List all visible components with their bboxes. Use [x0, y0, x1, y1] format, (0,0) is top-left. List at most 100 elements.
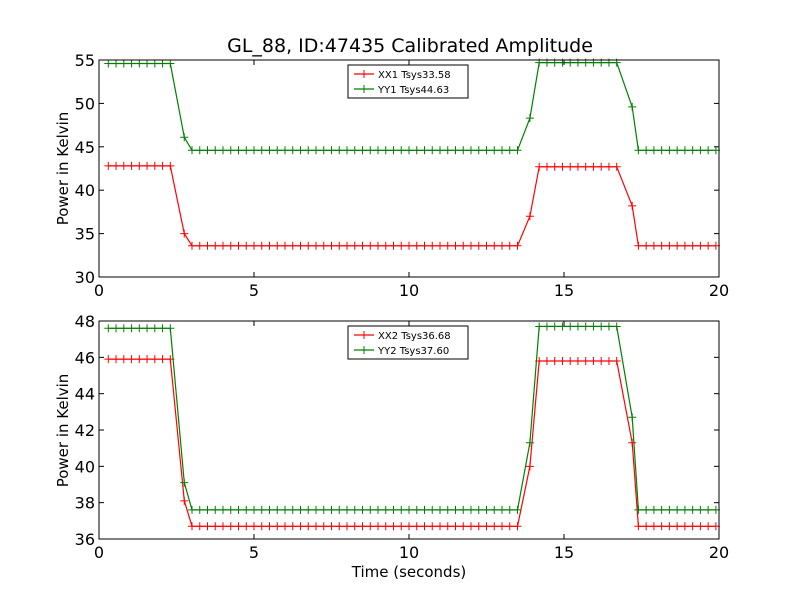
top-ytick-label: 30 — [75, 268, 95, 287]
top-series-1-point — [374, 241, 382, 250]
top-legend: XX1 Tsys33.58 YY1 Tsys44.63 — [347, 64, 469, 99]
top-series-1-point — [451, 241, 460, 250]
bottom-series-2-point — [265, 505, 274, 514]
bottom-series-2-point — [443, 505, 452, 514]
bottom-series-1-point — [158, 355, 167, 364]
top-series-1-point — [203, 241, 212, 250]
top-series-1-point — [350, 241, 359, 250]
bottom-series-2-point — [242, 505, 251, 514]
top-series-2-point — [467, 146, 475, 155]
top-series-2-point — [490, 146, 499, 155]
bottom-series-2-point — [642, 505, 651, 514]
top-series-2-point — [405, 146, 413, 155]
top-series-2-point — [350, 146, 359, 155]
top-series-2-point — [150, 59, 159, 68]
bottom-series-2-point — [550, 322, 559, 331]
top-series-line-1 — [108, 165, 716, 247]
top-series-1-point — [104, 161, 113, 170]
bottom-series-2-point — [296, 505, 305, 514]
bottom-series-1-point — [628, 438, 637, 447]
bottom-series-2-point — [428, 505, 437, 514]
bottom-series-1-point — [335, 522, 344, 531]
top-series-2-point — [195, 146, 204, 155]
top-series-1-point — [405, 241, 413, 250]
top-series-1-point — [265, 241, 274, 250]
bottom-series-1-point — [150, 355, 159, 364]
bottom-series-1-point — [498, 522, 506, 531]
bottom-series-2-point — [104, 324, 113, 333]
top-series-2-point — [642, 146, 651, 155]
bottom-series-2-point — [158, 324, 167, 333]
top-series-1-point — [428, 241, 437, 250]
top-series-2-point — [657, 146, 666, 155]
bottom-ytick-label: 42 — [75, 421, 95, 440]
bottom-xtick-label: 20 — [709, 543, 729, 562]
bottom-series-2-point — [467, 505, 475, 514]
top-series-1-point — [381, 241, 390, 250]
top-series-1-point — [389, 241, 398, 250]
bottom-series-2-point — [474, 505, 483, 514]
bottom-ylabel: Power in Kelvin — [54, 374, 72, 488]
top-series-2-point — [673, 146, 682, 155]
top-legend-marker-2 — [360, 85, 368, 93]
top-series-1-point — [634, 241, 643, 250]
top-series-1-point — [467, 241, 475, 250]
bottom-legend-label-2: YY2 Tsys37.60 — [377, 346, 449, 357]
bottom-series-2-point — [119, 324, 128, 333]
bottom-series-1-point — [566, 356, 575, 365]
top-ytick-label: 55 — [75, 51, 95, 70]
bottom-series-line-1 — [108, 358, 716, 527]
top-series-2-point — [374, 146, 382, 155]
top-series-2-point — [119, 59, 128, 68]
bottom-series-2-point — [589, 322, 598, 331]
top-series-1-point — [459, 241, 468, 250]
bottom-series-2-point — [250, 505, 258, 514]
bottom-series-1-point — [589, 356, 598, 365]
bottom-xtick-label: 15 — [554, 543, 574, 562]
top-series-2-point — [127, 59, 136, 68]
top-series-1-point — [490, 241, 499, 250]
top-series-2-point — [112, 59, 121, 68]
top-series-1-point — [135, 161, 144, 170]
bottom-series-1-point — [657, 522, 666, 531]
bottom-series-1-point — [405, 522, 413, 531]
top-series-2-point — [451, 146, 460, 155]
bottom-series-2-point — [657, 505, 666, 514]
bottom-series-2-point — [704, 505, 713, 514]
top-series-1-point — [242, 241, 251, 250]
bottom-legend-marker-2 — [360, 346, 368, 354]
bottom-legend: XX2 Tsys36.68 YY2 Tsys37.60 — [347, 325, 469, 360]
top-series-1-point — [589, 162, 598, 171]
top-series-1-point — [319, 241, 328, 250]
top-series-2-point — [265, 146, 274, 155]
top-legend-box — [347, 64, 469, 99]
bottom-series-1-point — [104, 355, 113, 364]
bottom-series-2-point — [581, 322, 590, 331]
top-panel: 0 5 10 15 20 30 35 40 45 50 55 XX1 Tsys33.58 YY1 Tsy… — [54, 51, 729, 300]
bottom-series-2-point — [350, 505, 359, 514]
bottom-series-2-point — [273, 505, 282, 514]
bottom-series-1-point — [358, 522, 367, 531]
bottom-xlabel: Time (seconds) — [351, 563, 467, 581]
top-series-1-point — [612, 162, 621, 171]
top-series-1-point — [535, 162, 544, 171]
bottom-series-1-point — [343, 522, 351, 531]
top-series-2-point — [696, 146, 705, 155]
bottom-series-1-point — [127, 355, 136, 364]
bottom-series-1-point — [558, 356, 567, 365]
top-xtick-label: 0 — [94, 281, 104, 300]
bottom-series-1-point — [412, 522, 421, 531]
bottom-series-1-point — [319, 522, 328, 531]
bottom-series-1-point — [490, 522, 499, 531]
top-series-1-point — [665, 241, 674, 250]
bottom-series-1-point — [542, 356, 551, 365]
bottom-series-1-point — [597, 356, 606, 365]
bottom-series-1-point — [704, 522, 713, 531]
top-series-1-point — [166, 161, 175, 170]
top-series-1-point — [296, 241, 305, 250]
bottom-series-1-point — [696, 522, 705, 531]
top-series-1-point — [412, 241, 421, 250]
top-series-1-point — [219, 241, 227, 250]
bottom-legend-box — [347, 325, 469, 360]
bottom-series-1-point — [389, 522, 398, 531]
